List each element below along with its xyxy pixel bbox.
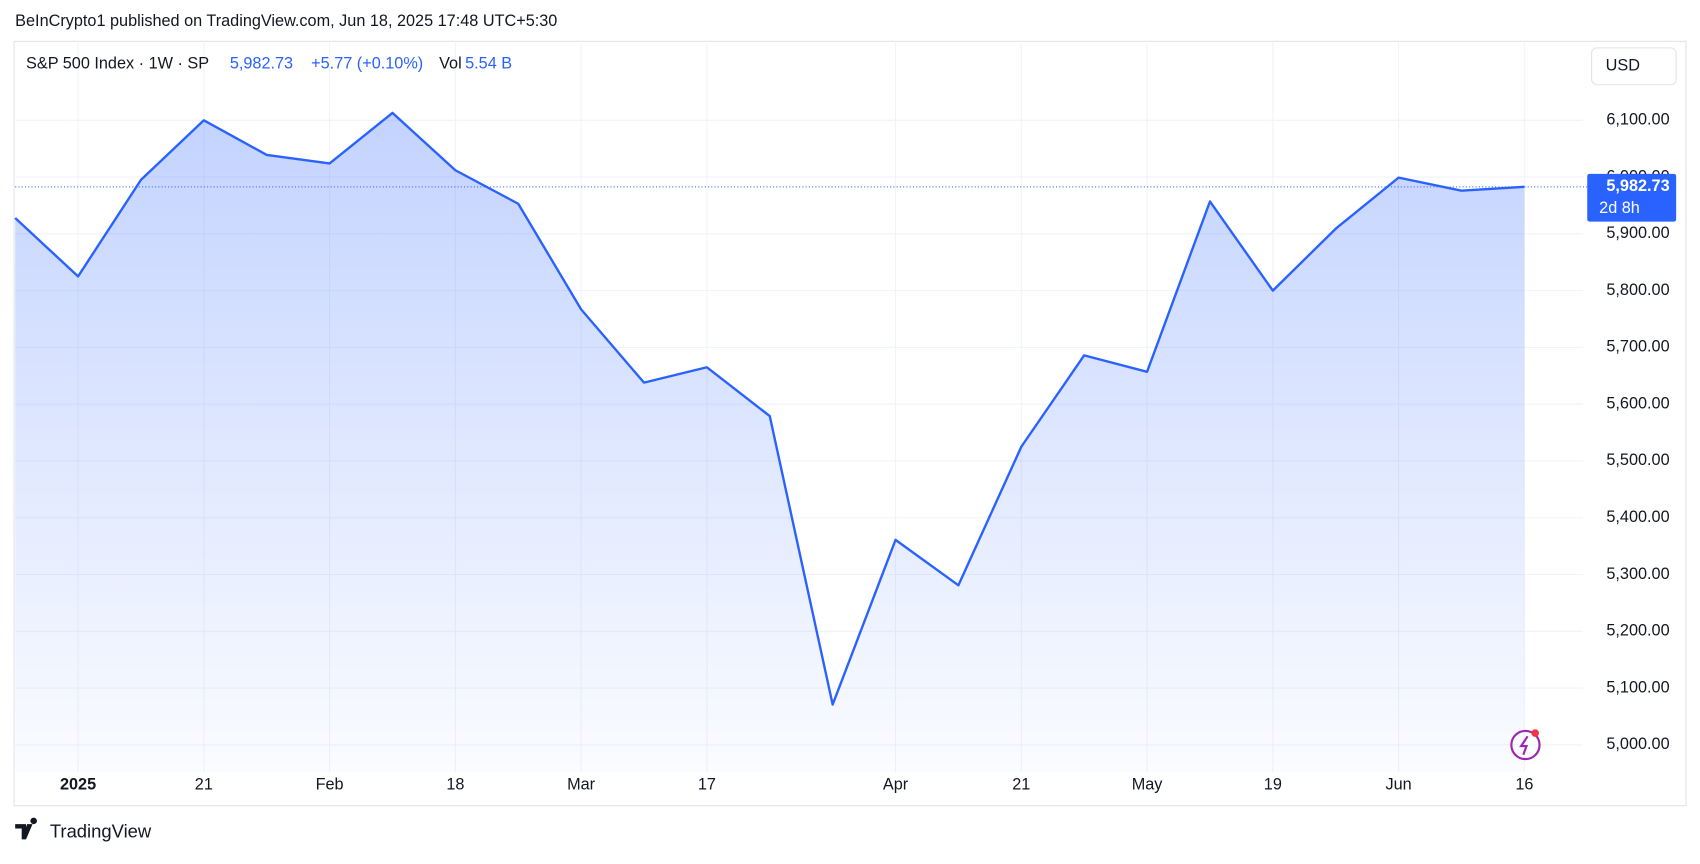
- price-line: [14, 111, 1525, 706]
- x-tick-label: 18: [446, 775, 464, 793]
- y-tick-label: 5,900.00: [1606, 224, 1669, 242]
- published: BeInCrypto1 published on TradingView.com…: [15, 12, 557, 30]
- x-tick-label: 16: [1515, 775, 1533, 793]
- x-tick-label: Mar: [567, 775, 596, 793]
- y-tick-label: 6,100.00: [1606, 111, 1669, 129]
- brand: TradingView: [50, 821, 152, 842]
- vol-value: 5.54 B: [465, 54, 512, 72]
- y-tick-label: 5,400.00: [1606, 508, 1669, 526]
- alert-dot: [1531, 729, 1539, 737]
- x-tick-label: 2025: [60, 775, 96, 793]
- x-tick-label: 21: [1012, 775, 1030, 793]
- y-tick-label: 5,600.00: [1606, 394, 1669, 412]
- legend-change: +5.77 (+0.10%): [311, 54, 423, 72]
- x-tick-label: Jun: [1385, 775, 1411, 793]
- brand-logo: [15, 817, 37, 840]
- y-tick-label: 5,100.00: [1606, 678, 1669, 696]
- vol-label: Vol: [439, 54, 462, 72]
- y-tick-label: 5,800.00: [1606, 281, 1669, 299]
- x-tick-label: May: [1132, 775, 1164, 793]
- legend-price: 5,982.73: [230, 54, 293, 72]
- area-fill: [15, 112, 1525, 773]
- symbol: S&P 500 Index · 1W · SP: [26, 54, 209, 72]
- y-tick-label: 5,200.00: [1606, 622, 1669, 640]
- plot: [14, 111, 1588, 773]
- alert-icon[interactable]: [1510, 729, 1541, 761]
- x-tick-label: 19: [1264, 775, 1282, 793]
- price-badge-countdown: 2d 8h: [1599, 199, 1640, 217]
- currency-button[interactable]: [1591, 47, 1677, 86]
- x-tick-label: 21: [195, 775, 213, 793]
- y-tick-label: 5,700.00: [1606, 338, 1669, 356]
- x-tick-label: Feb: [316, 775, 344, 793]
- y-tick-label: 5,300.00: [1606, 565, 1669, 583]
- x-tick-label: 17: [698, 775, 716, 793]
- price-badge-value: 5,982.73: [1606, 177, 1669, 195]
- y-tick-label: 5,500.00: [1606, 451, 1669, 469]
- y-tick-label: 5,000.00: [1606, 735, 1669, 753]
- alert-bolt: [1519, 735, 1529, 756]
- x-tick-label: Apr: [883, 775, 909, 793]
- frame: [13, 40, 1687, 807]
- price-badge: [1587, 173, 1677, 222]
- currency[interactable]: USD: [1606, 57, 1640, 75]
